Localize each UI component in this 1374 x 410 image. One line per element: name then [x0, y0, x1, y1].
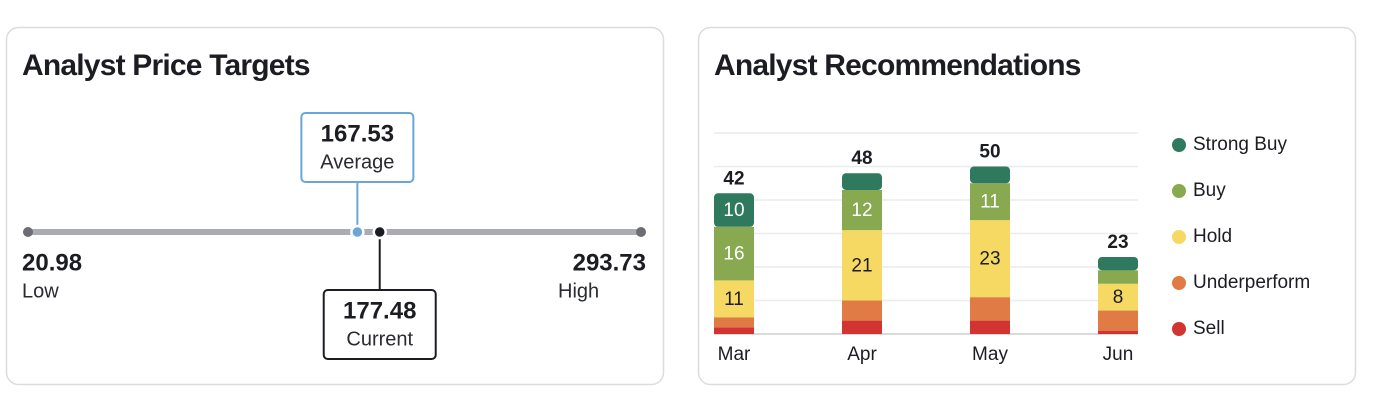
bar-segment [842, 230, 882, 301]
legend-label: Sell [1193, 318, 1225, 339]
legend-swatch [1172, 184, 1186, 198]
average-dot [350, 224, 365, 240]
bar-segment [842, 300, 882, 321]
bar-segment [1098, 330, 1138, 334]
card-title: Analyst Recommendations [714, 49, 1081, 82]
legend-label: Underperform [1193, 272, 1310, 293]
bar-segment [970, 320, 1010, 334]
bar-segment [714, 317, 754, 328]
total-label: 48 [851, 148, 872, 169]
bar-segment [714, 327, 754, 334]
x-tick-label: Mar [718, 344, 751, 365]
segment-label: 21 [851, 255, 872, 276]
bar-segment [1098, 310, 1138, 331]
average-label: Average [320, 151, 394, 173]
current-label: Current [346, 328, 413, 350]
bar-segment [970, 183, 1010, 221]
segment-label: 10 [723, 200, 744, 221]
callout-box [300, 112, 415, 183]
card-title: Analyst Price Targets [22, 49, 310, 82]
bar-segment [714, 280, 754, 318]
bar-segment [842, 173, 882, 190]
bar-segment [1098, 283, 1138, 311]
average-value: 167.53 [321, 120, 394, 147]
bar-segment [970, 166, 1010, 184]
bar-segment [842, 189, 882, 231]
bar-segment [1098, 270, 1138, 284]
bar-segment [970, 297, 1010, 321]
segment-label: 16 [723, 244, 744, 265]
high-dot [636, 227, 646, 237]
segment-label: 12 [851, 200, 872, 221]
bar-segment [970, 220, 1010, 298]
current-dot [372, 224, 387, 240]
legend-label: Strong Buy [1193, 134, 1287, 155]
legend-swatch [1172, 138, 1186, 152]
segment-label: 8 [1113, 287, 1124, 308]
bar-segment [842, 320, 882, 334]
total-label: 50 [979, 142, 1000, 163]
high-value: 293.73 [573, 249, 646, 276]
segment-label: 23 [979, 249, 1000, 270]
total-label: 23 [1107, 232, 1128, 253]
legend-label: Hold [1193, 226, 1232, 247]
legend-swatch [1172, 276, 1186, 290]
legend-swatch [1172, 230, 1186, 244]
low-value: 20.98 [22, 249, 82, 276]
low-label: Low [22, 280, 59, 302]
x-tick-label: May [972, 344, 1008, 365]
current-value: 177.48 [343, 297, 416, 324]
callout-box [322, 289, 437, 360]
segment-label: 11 [980, 192, 1000, 213]
legend-swatch [1172, 322, 1186, 336]
x-tick-label: Apr [847, 344, 877, 365]
bar-segment [1098, 256, 1138, 271]
legend-label: Buy [1193, 180, 1226, 201]
price-card [5, 26, 665, 386]
low-dot [23, 227, 33, 237]
high-label: High [558, 280, 599, 302]
total-label: 42 [723, 168, 744, 189]
bar-segment [714, 226, 754, 281]
segment-label: 11 [724, 289, 744, 310]
bar-segment [714, 193, 754, 227]
x-tick-label: Jun [1103, 344, 1134, 365]
